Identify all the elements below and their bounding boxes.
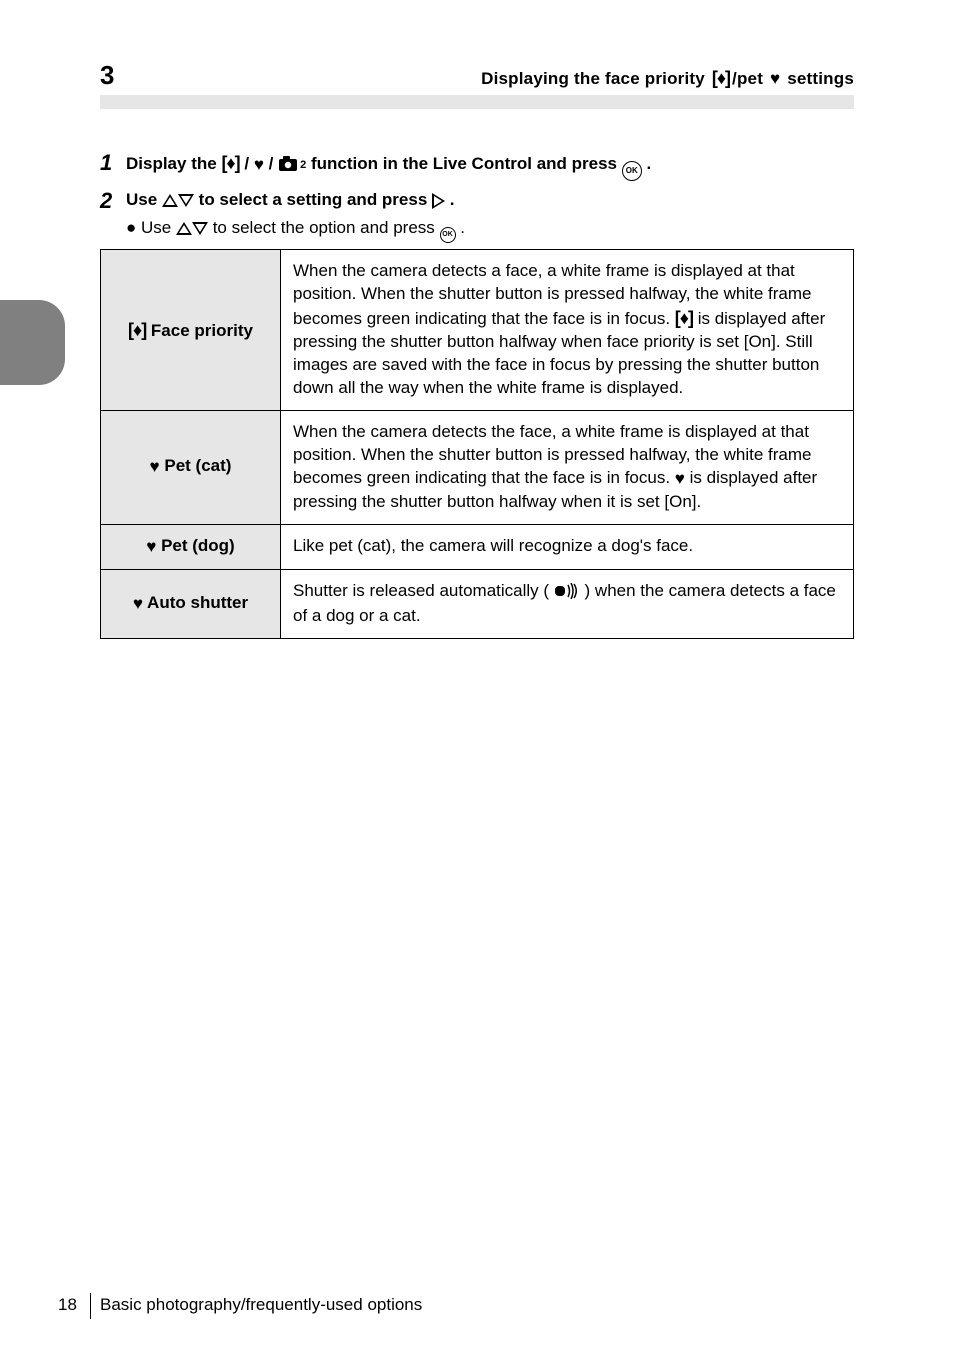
bracket-person-icon: [♦] [221,153,239,173]
step-1-c: / [269,154,274,173]
section-title: Displaying the face priority [♦] /pet ♥ … [481,68,854,93]
row2-label-text: Pet (cat) [160,456,232,475]
step-2-a: Use [126,190,157,209]
row1-desc: When the camera detects a face, a white … [281,250,854,411]
side-tab [0,300,65,385]
heart-icon: ♥ [146,537,156,556]
row1-label-text: Face priority [146,321,253,340]
row3-desc: Like pet (cat), the camera will recogniz… [281,524,854,569]
page-number-top: 3 [100,60,114,93]
bracket-person-icon: [♦] [675,308,693,328]
row3-label: ♥ Pet (dog) [101,524,281,569]
row4-desc-pre: Shutter is released automatically ( [293,581,549,600]
section-title-post: settings [782,69,854,89]
step-2-body: Use to select a setting and press . [126,189,455,213]
ok-icon: OK [440,227,456,243]
step-2: 2 Use to select a setting and press . [100,189,854,213]
heart-icon: ♥ [150,457,160,476]
table-row: ♥ Pet (cat) When the camera detects the … [101,410,854,524]
footer-divider [90,1293,91,1319]
step-2-num: 2 [100,189,118,213]
row2-desc: When the camera detects the face, a whit… [281,410,854,524]
right-icon [432,193,445,209]
slash-1: /pet [732,69,768,89]
bracket-person-icon: [♦] [128,320,146,340]
row3-desc-text: Like pet (cat), the camera will recogniz… [293,536,693,555]
up-icon [176,222,192,235]
row1-label: [♦] Face priority [101,250,281,411]
step-1-a: Display the [126,154,217,173]
step-1-num: 1 [100,151,118,181]
table-row: ♥ Auto shutter Shutter is released autom… [101,569,854,639]
row4-label: ♥ Auto shutter [101,569,281,639]
table-row: [♦] Face priority When the camera detect… [101,250,854,411]
footer-page-num: 18 [58,1295,77,1315]
step-1-d: function in the Live Control and press [311,154,617,173]
header-bar [100,95,854,109]
heart-icon: ♥ [770,69,780,89]
step-2-sub-a: ● Use [126,218,171,237]
bracket-person-icon: [♦] [712,68,730,89]
step-1: 1 Display the [♦] / ♥ / 2 functi [100,151,854,181]
step-2-b: to select a setting and press [199,190,428,209]
heart-icon: ♥ [133,594,143,613]
up-icon [162,194,178,207]
camera2-icon: 2 [278,155,306,173]
down-icon [178,194,194,207]
page-header: 3 Displaying the face priority [♦] /pet … [0,60,954,93]
heart-icon: ♥ [254,155,264,174]
step-1-body: Display the [♦] / ♥ / 2 function in the … [126,151,651,181]
step-2-c: . [450,190,455,209]
section-title-pre: Displaying the face priority [481,69,710,89]
row4-label-text: Auto shutter [143,593,248,612]
row4-desc: Shutter is released automatically ( ) wh… [281,569,854,639]
ok-icon: OK [622,161,642,181]
step-2-sub-c: . [460,218,465,237]
camera2-sub: 2 [300,158,306,173]
step-1-b: / [244,154,249,173]
row3-label-text: Pet (dog) [156,536,234,555]
step-2-sub-b: to select the option and press [213,218,435,237]
row2-label: ♥ Pet (cat) [101,410,281,524]
table-row: ♥ Pet (dog) Like pet (cat), the camera w… [101,524,854,569]
settings-table: [♦] Face priority When the camera detect… [100,249,854,639]
footer-section: Basic photography/frequently-used option… [100,1295,422,1315]
wireless-icon [554,583,580,606]
down-icon [192,222,208,235]
heart-icon: ♥ [675,469,685,488]
step-1-e: . [646,154,651,173]
step-2-sub: ● Use to select the option and press OK … [126,217,854,243]
